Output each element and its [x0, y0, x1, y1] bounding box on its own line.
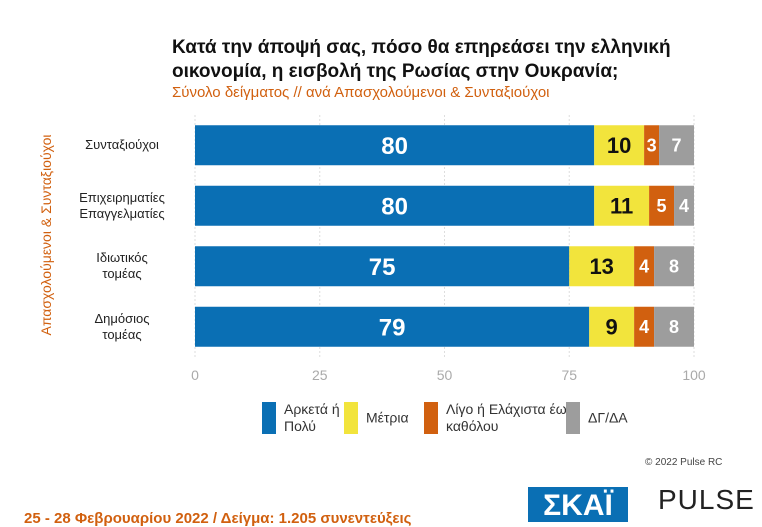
legend-label: Λίγο ή Ελάχιστα έως καθόλου — [446, 401, 574, 434]
title-line: Κατά την άποψή σας, πόσο θα επηρεάσει τη… — [172, 37, 671, 58]
bar-segment — [674, 185, 694, 226]
data-label: 3 — [647, 136, 657, 156]
legend-swatch — [344, 402, 358, 434]
y-axis-label: Απασχολούμενοι & Συνταξιούχοι — [38, 134, 54, 336]
bar-segment — [195, 306, 590, 347]
bar-segment — [195, 185, 595, 226]
data-label: 11 — [610, 194, 633, 219]
legend-swatch — [566, 402, 580, 434]
logo-pulse: PULSE — [658, 484, 755, 515]
data-label: 75 — [369, 254, 396, 281]
data-label: 4 — [639, 317, 649, 337]
x-tick-label: 100 — [682, 367, 706, 383]
bar-segment — [594, 125, 645, 166]
bar-segment — [569, 246, 635, 287]
category-label: Δημόσιος τομέας — [94, 310, 150, 342]
bar-segment — [589, 306, 635, 347]
bar-segment — [195, 125, 595, 166]
bar-segment — [195, 246, 570, 287]
x-tick-label: 50 — [437, 367, 453, 383]
subtitle: Σύνολο δείγματος // ανά Απασχολούμενοι &… — [172, 84, 550, 101]
footer: 25 - 28 Φεβρουαρίου 2022 / Δείγμα: 1.205… — [24, 510, 412, 527]
data-label: 79 — [379, 314, 406, 341]
logo-skai: ΣΚΑΪ — [528, 487, 628, 522]
data-label: 13 — [589, 254, 613, 279]
bar-segment — [594, 185, 650, 226]
x-tick-label: 25 — [312, 367, 328, 383]
bar-segment — [659, 125, 694, 166]
bar-segment — [649, 185, 675, 226]
title: Κατά την άποψή σας, πόσο θα επηρεάσει τη… — [172, 36, 671, 84]
copyright: © 2022 Pulse RC — [645, 457, 723, 468]
category-label: Συνταξιούχοι — [85, 137, 159, 153]
data-label: 9 — [606, 315, 618, 340]
data-label: 7 — [672, 136, 682, 156]
legend-label: Αρκετά ή Πολύ — [284, 401, 340, 434]
data-label: 4 — [679, 196, 689, 216]
x-tick-label: 0 — [191, 367, 199, 383]
title-line: οικονομία, η εισβολή της Ρωσίας στην Ουκ… — [172, 61, 619, 82]
bar-segment — [634, 246, 655, 287]
legend-swatch — [262, 402, 276, 434]
data-label: 8 — [669, 257, 679, 277]
data-label: 10 — [607, 133, 631, 158]
x-tick-label: 75 — [561, 367, 577, 383]
data-label: 4 — [639, 257, 649, 277]
data-label: 8 — [669, 317, 679, 337]
bar-segment — [654, 306, 694, 347]
legend-label: ΔΓ/ΔΑ — [588, 409, 628, 426]
bar-segment — [654, 246, 694, 287]
data-label: 5 — [657, 196, 667, 216]
legend-label: Μέτρια — [366, 409, 409, 426]
data-label: 80 — [381, 193, 408, 220]
data-label: 80 — [381, 133, 408, 160]
category-label: Επιχειρηματίες Επαγγελματίες — [79, 189, 165, 221]
bar-segment — [644, 125, 660, 166]
bar-segment — [634, 306, 655, 347]
legend-swatch — [424, 402, 438, 434]
category-label: Ιδιωτικός τομέας — [96, 250, 148, 282]
